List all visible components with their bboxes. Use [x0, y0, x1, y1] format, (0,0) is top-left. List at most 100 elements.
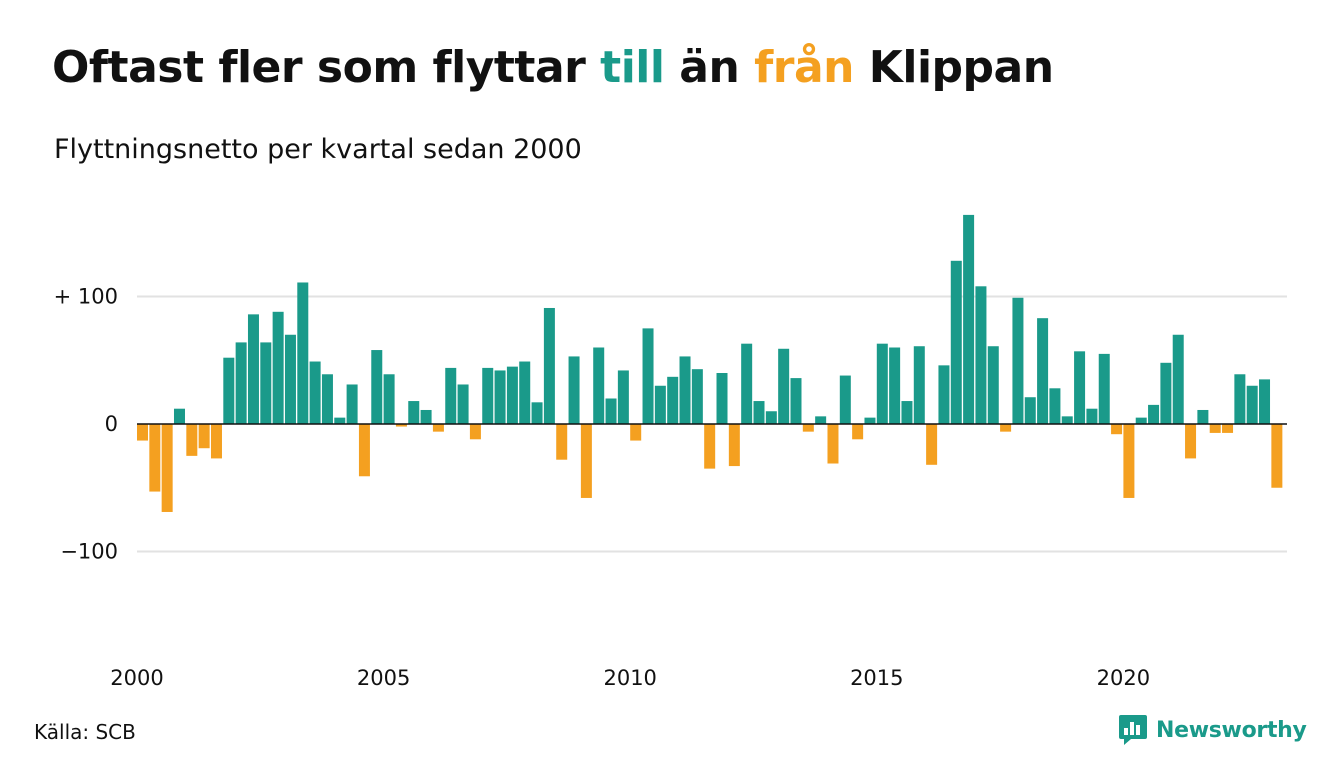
bar: [605, 398, 617, 424]
brand-logo: Newsworthy: [1118, 714, 1307, 746]
bar: [186, 424, 198, 456]
bar: [1024, 397, 1036, 424]
x-tick-label: 2005: [357, 666, 410, 690]
title-word-till: till: [600, 42, 665, 93]
bar: [334, 417, 346, 425]
bar: [765, 411, 777, 424]
bar: [1086, 408, 1098, 424]
bar: [1234, 374, 1246, 424]
bar: [506, 366, 518, 424]
bar: [1098, 353, 1110, 425]
bar: [395, 424, 407, 427]
bar: [987, 346, 999, 424]
x-tick-label: 2015: [850, 666, 903, 690]
bar: [1246, 385, 1258, 424]
bar: [519, 361, 531, 424]
bar: [580, 424, 592, 498]
bar: [556, 424, 568, 460]
bar: [975, 286, 987, 424]
bar: [1000, 424, 1012, 432]
bar: [260, 342, 272, 424]
bar: [161, 424, 173, 512]
bar: [642, 328, 654, 425]
bar: [716, 373, 728, 424]
bar: [741, 343, 753, 424]
bar-chart: + 100 0 −100 2000 2005 2010 2015 2020: [54, 214, 1287, 690]
bar: [408, 401, 420, 424]
bar: [198, 424, 210, 449]
bar: [137, 424, 148, 441]
y-tick-label: 0: [105, 412, 118, 436]
bar: [235, 342, 247, 424]
bar: [839, 375, 851, 424]
bar: [1061, 416, 1073, 424]
bar: [1222, 424, 1234, 433]
chart-subtitle: Flyttningsnetto per kvartal sedan 2000: [54, 134, 582, 165]
bar: [778, 348, 790, 424]
bar: [358, 424, 370, 477]
bar: [938, 365, 950, 424]
bar: [889, 347, 901, 424]
bar: [704, 424, 716, 469]
bar: [654, 385, 666, 424]
bar: [297, 282, 309, 424]
bar: [1185, 424, 1197, 459]
bar: [1135, 417, 1147, 425]
bar: [1037, 318, 1049, 424]
bar: [432, 424, 444, 432]
bar: [1074, 351, 1086, 424]
bar: [790, 378, 802, 424]
bar: [950, 260, 962, 424]
bar: [667, 376, 679, 424]
bar: [901, 401, 913, 424]
bar: [1012, 297, 1024, 424]
x-tick-label: 2010: [603, 666, 656, 690]
bar: [679, 356, 691, 424]
bar: [1197, 409, 1209, 424]
bar: [630, 424, 642, 441]
source-note: Källa: SCB: [34, 720, 136, 744]
bar: [827, 424, 839, 464]
bar: [1123, 424, 1135, 498]
x-tick-label: 2020: [1097, 666, 1150, 690]
bar: [149, 424, 161, 492]
y-tick-label: + 100: [54, 285, 118, 309]
bar: [482, 367, 494, 424]
bar: [543, 307, 555, 424]
bar: [1111, 424, 1123, 435]
bar: [223, 357, 235, 424]
bar: [173, 408, 185, 424]
brand-name: Newsworthy: [1156, 717, 1307, 743]
bar: [1271, 424, 1283, 488]
title-word-fran: från: [754, 42, 854, 93]
bar: [1172, 334, 1184, 424]
x-tick-label: 2000: [110, 666, 163, 690]
bar: [383, 374, 395, 424]
bar: [753, 401, 765, 424]
bar: [568, 356, 580, 424]
bar: [926, 424, 938, 465]
bar: [913, 346, 925, 424]
bar: [864, 417, 876, 425]
title-part-2: än: [664, 42, 755, 93]
bar: [1209, 424, 1221, 433]
bar: [284, 334, 296, 424]
y-tick-label: −100: [60, 540, 118, 564]
bar: [321, 374, 333, 424]
bar-chart-speech-icon: [1119, 715, 1147, 745]
bar: [346, 384, 358, 424]
bar: [210, 424, 222, 459]
bar: [728, 424, 740, 467]
bar: [469, 424, 481, 440]
bar: [272, 311, 284, 424]
bar: [457, 384, 469, 424]
bar: [494, 370, 506, 424]
axes: + 100 0 −100 2000 2005 2010 2015 2020: [54, 285, 1287, 690]
bar: [691, 369, 703, 424]
chart-title: Oftast fler som flyttar till än från Kli…: [52, 42, 1054, 93]
bar: [802, 424, 814, 432]
gridlines: [137, 295, 1287, 553]
bar: [247, 314, 259, 424]
bar: [1148, 404, 1160, 425]
bar: [852, 424, 864, 440]
